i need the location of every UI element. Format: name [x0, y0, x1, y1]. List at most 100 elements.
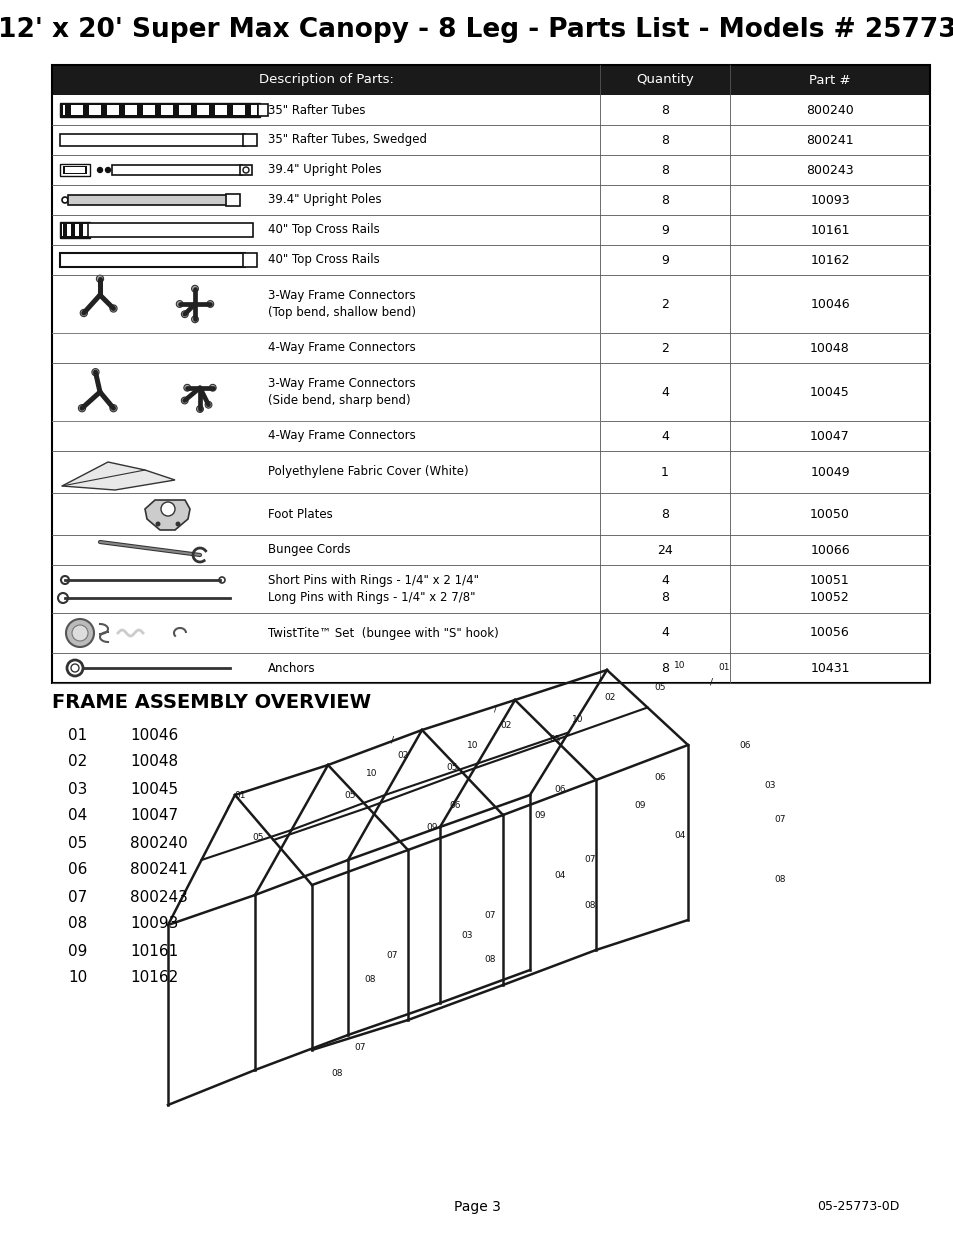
Text: Anchors: Anchors	[268, 662, 315, 674]
Circle shape	[192, 285, 198, 293]
Text: 02: 02	[603, 693, 615, 701]
Circle shape	[78, 405, 86, 411]
Text: 05: 05	[68, 836, 87, 851]
FancyBboxPatch shape	[226, 194, 240, 206]
FancyBboxPatch shape	[62, 224, 88, 236]
Text: 10093: 10093	[130, 916, 178, 931]
Circle shape	[96, 275, 104, 283]
FancyBboxPatch shape	[60, 222, 90, 238]
Polygon shape	[83, 105, 89, 115]
Text: 06: 06	[449, 800, 460, 809]
Text: 39.4" Upright Poles: 39.4" Upright Poles	[268, 194, 381, 206]
Text: 10045: 10045	[809, 385, 849, 399]
Text: FRAME ASSEMBLY OVERVIEW: FRAME ASSEMBLY OVERVIEW	[52, 694, 371, 713]
Text: 10: 10	[366, 768, 377, 778]
Text: 01: 01	[68, 727, 87, 742]
Circle shape	[175, 521, 180, 526]
Text: 10056: 10056	[809, 626, 849, 640]
Text: 06: 06	[739, 741, 750, 750]
Text: Foot Plates: Foot Plates	[268, 508, 333, 520]
Text: 01: 01	[718, 662, 729, 672]
Text: 4-Way Frame Connectors: 4-Way Frame Connectors	[268, 430, 416, 442]
Text: 8: 8	[660, 194, 668, 206]
Text: 09: 09	[534, 810, 545, 820]
Circle shape	[155, 521, 160, 526]
Text: 10093: 10093	[809, 194, 849, 206]
FancyBboxPatch shape	[65, 167, 85, 173]
Polygon shape	[154, 105, 161, 115]
Text: 9: 9	[660, 224, 668, 236]
Text: 10046: 10046	[809, 298, 849, 310]
Text: 4: 4	[660, 430, 668, 442]
Text: 3-Way Frame Connectors
(Side bend, sharp bend): 3-Way Frame Connectors (Side bend, sharp…	[268, 377, 416, 408]
Circle shape	[181, 311, 188, 317]
Text: 08: 08	[583, 900, 595, 909]
Circle shape	[110, 405, 117, 411]
Polygon shape	[172, 105, 179, 115]
Circle shape	[91, 368, 99, 375]
Text: 8: 8	[660, 133, 668, 147]
FancyBboxPatch shape	[60, 103, 260, 117]
Text: 03: 03	[68, 782, 88, 797]
Text: 05: 05	[654, 683, 665, 692]
Polygon shape	[65, 105, 71, 115]
Text: 35" Rafter Tubes: 35" Rafter Tubes	[268, 104, 365, 116]
Circle shape	[71, 625, 88, 641]
FancyBboxPatch shape	[243, 135, 256, 146]
Text: 04: 04	[674, 830, 685, 840]
Text: 07: 07	[354, 1042, 365, 1051]
Text: 8: 8	[660, 104, 668, 116]
Text: Short Pins with Rings - 1/4" x 2 1/4"
Long Pins with Rings - 1/4" x 2 7/8": Short Pins with Rings - 1/4" x 2 1/4" Lo…	[268, 574, 478, 604]
Circle shape	[97, 168, 102, 173]
Text: 10051
10052: 10051 10052	[809, 574, 849, 604]
Text: 03: 03	[460, 930, 473, 940]
Text: 05: 05	[344, 790, 355, 799]
FancyBboxPatch shape	[60, 164, 90, 177]
Polygon shape	[209, 105, 214, 115]
Text: 03: 03	[763, 781, 775, 789]
Text: 04: 04	[68, 809, 87, 824]
Circle shape	[62, 198, 68, 203]
Text: 4-Way Frame Connectors: 4-Way Frame Connectors	[268, 342, 416, 354]
Text: Page 3: Page 3	[453, 1200, 500, 1214]
Text: Polyethylene Fabric Cover (White): Polyethylene Fabric Cover (White)	[268, 466, 468, 478]
Text: 40" Top Cross Rails: 40" Top Cross Rails	[268, 224, 379, 236]
Circle shape	[110, 305, 117, 312]
Circle shape	[209, 384, 216, 391]
FancyBboxPatch shape	[63, 105, 256, 115]
FancyBboxPatch shape	[240, 165, 252, 175]
Text: 10: 10	[674, 661, 685, 669]
FancyBboxPatch shape	[257, 104, 268, 116]
Circle shape	[219, 577, 225, 583]
Text: 800240: 800240	[805, 104, 853, 116]
Text: 02: 02	[396, 751, 408, 760]
Polygon shape	[145, 500, 190, 530]
Text: 8: 8	[660, 163, 668, 177]
Text: 08: 08	[774, 876, 785, 884]
Text: /: /	[598, 677, 601, 685]
Text: 10162: 10162	[130, 971, 178, 986]
Text: 10046: 10046	[130, 727, 178, 742]
Text: 08: 08	[484, 956, 496, 965]
Polygon shape	[137, 105, 143, 115]
FancyBboxPatch shape	[63, 165, 87, 174]
Text: 06: 06	[554, 785, 565, 794]
FancyBboxPatch shape	[243, 253, 256, 267]
Text: 10162: 10162	[809, 253, 849, 267]
Circle shape	[243, 167, 249, 173]
Text: 08: 08	[364, 976, 375, 984]
Text: 10: 10	[572, 715, 583, 725]
Text: 10431: 10431	[809, 662, 849, 674]
Text: 3-Way Frame Connectors
(Top bend, shallow bend): 3-Way Frame Connectors (Top bend, shallo…	[268, 289, 416, 319]
Text: 05: 05	[252, 832, 263, 841]
Text: 4
8: 4 8	[660, 574, 668, 604]
Text: 05: 05	[446, 762, 457, 772]
Text: 800241: 800241	[805, 133, 853, 147]
Text: TwistTite™ Set  (bungee with "S" hook): TwistTite™ Set (bungee with "S" hook)	[268, 626, 498, 640]
Circle shape	[58, 593, 68, 603]
Circle shape	[192, 316, 198, 322]
Text: 09: 09	[634, 800, 645, 809]
Text: 07: 07	[68, 889, 87, 904]
Circle shape	[106, 168, 111, 173]
Circle shape	[66, 619, 94, 647]
